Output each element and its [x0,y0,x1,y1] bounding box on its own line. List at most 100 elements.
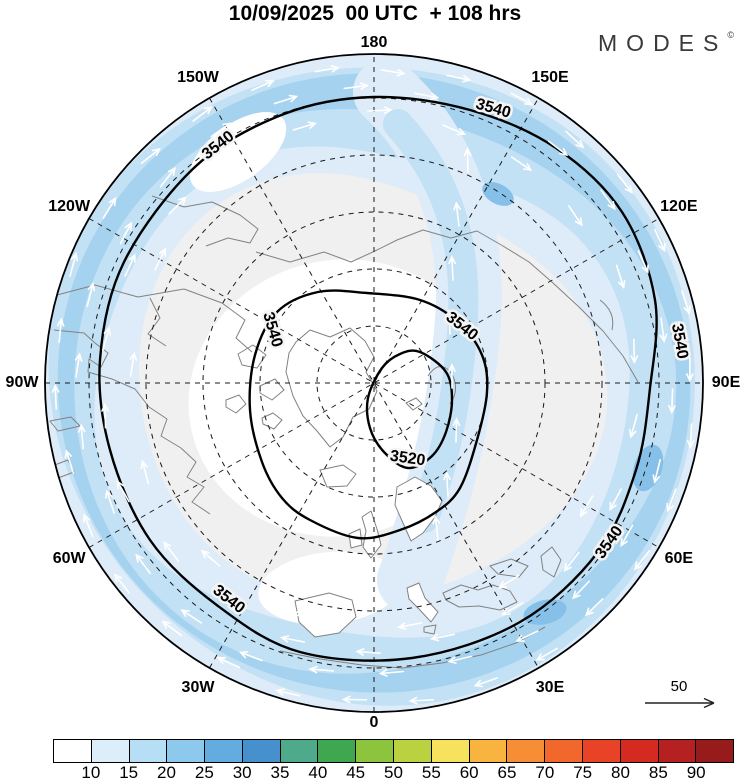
colorbar-tick: 85 [648,763,668,782]
wind-arrow-icon [275,688,301,697]
wind-arrow-icon [113,573,130,594]
wind-arrow-icon [445,309,454,335]
wind-arrow-icon [251,79,275,91]
height-contours [98,95,658,662]
colorbar-cell [241,740,280,762]
wind-arrow-icon [288,611,314,621]
chart-title: 10/09/2025 00 UTC + 108 hrs [228,2,522,25]
wind-arrow-icon [221,143,243,159]
windspeed-shading [45,54,703,712]
wind-arrow-icon [584,598,604,617]
wind-arrow-icon [609,488,622,512]
copyright-mark: © [727,30,734,40]
wind-arrow-icon [442,124,467,136]
wind-arrow-icon [510,156,533,172]
colorbar-cell [128,740,167,762]
wind-arrow-icon [501,602,524,616]
wind-arrow-icon [343,82,369,91]
colorbar-cell [468,740,507,762]
east-asia-coast [599,299,614,331]
wind-arrow-icon [135,553,151,575]
longitude-label-30W: 30W [181,678,215,696]
wind-arrow-icon [273,94,299,105]
wind-arrow-icon [414,92,440,101]
colorbar-cell [430,740,469,762]
wind-arrow-icon [292,121,318,131]
wind-arrow-icon [101,402,109,429]
longitude-label-60E: 60E [664,550,694,567]
colorbar-tick: 80 [611,763,630,782]
wind-arrow-icon [341,695,368,704]
atlantic-coast [53,329,211,515]
wind-arrow-icon [446,74,472,83]
wind-arrow-icon [367,106,393,115]
colorbar-tick: 40 [308,763,328,782]
wind-arrow-icon [463,147,472,173]
wind-arrow-icon [473,677,498,688]
wind-arrow-icon [161,620,183,637]
wind-arrow-icon [652,458,661,484]
wind-arrow-icon [630,338,639,365]
wind-arrow-icon [616,173,633,194]
wind-arrow-icon [216,656,241,669]
clear-gaps [189,112,402,625]
wind-arrow-icon [124,253,136,277]
wind-arrow-icon [105,489,115,514]
wind-arrow-icon [453,201,461,227]
wind-arrow-icon [154,247,166,271]
wind-arrow-icon [565,130,585,149]
wind-arrow-icon [200,549,221,567]
wind-arrow-icon [308,665,335,674]
wind-arrow-icon [447,655,473,664]
colorbar-tick: 50 [384,763,403,782]
wind-arrow-icon [600,189,616,211]
colorbar-tick: 75 [573,763,593,782]
colorbar [53,739,734,763]
wind-arrow-icon [668,388,676,415]
colorbar-cell [166,740,205,762]
wind-arrow-icon [102,326,112,351]
wind-arrow-icon [119,221,132,245]
colorbar-tick: 35 [270,763,290,782]
wind-arrow-icon [659,317,668,343]
wind-arrow-icon [686,423,695,449]
wind-arrow-icon [535,647,558,661]
north-america-coast [56,284,253,353]
wind-reference-value: 50 [671,678,688,695]
longitude-label-90E: 90E [711,374,741,391]
wind-arrow-icon [51,383,60,410]
coastlines [49,195,639,669]
wind-arrow-icon [217,592,238,610]
wind-arrow-icon [279,635,306,643]
alaska-coast [151,195,259,247]
greenland [285,327,378,448]
wind-reference: 50 [645,678,715,709]
wind-arrow-icon [64,449,75,474]
wind-arrow-icon [448,255,456,281]
colorbar-cell [393,740,431,762]
longitude-label-30E: 30E [535,678,565,696]
colorbar-cell [506,740,545,762]
wind-arrow-icon [314,65,341,73]
modes-logo-text: MODES [598,30,728,56]
wind-arrow-icon [563,551,580,572]
wind-arrow-icon [448,363,456,389]
colorbar-cell [695,740,734,762]
wind-arrow-icon [140,147,161,165]
wind-arrow-icon [615,264,626,290]
wind-arrow-icon [497,574,520,589]
north-africa-coast [279,626,546,669]
contour-3540-inner [248,289,489,540]
wind-arrow-icon [637,250,649,274]
longitude-label-120W: 120W [48,198,91,215]
longitude-label-0: 0 [369,714,379,731]
colorbar-tick: 25 [194,763,214,782]
eurasia-arctic-coast [255,229,639,383]
colorbar-tick: 70 [535,763,555,782]
arctic-island [259,378,285,401]
wind-arrow-icon [568,205,583,227]
iceland [319,464,357,488]
colorbar-tick: 55 [421,763,441,782]
